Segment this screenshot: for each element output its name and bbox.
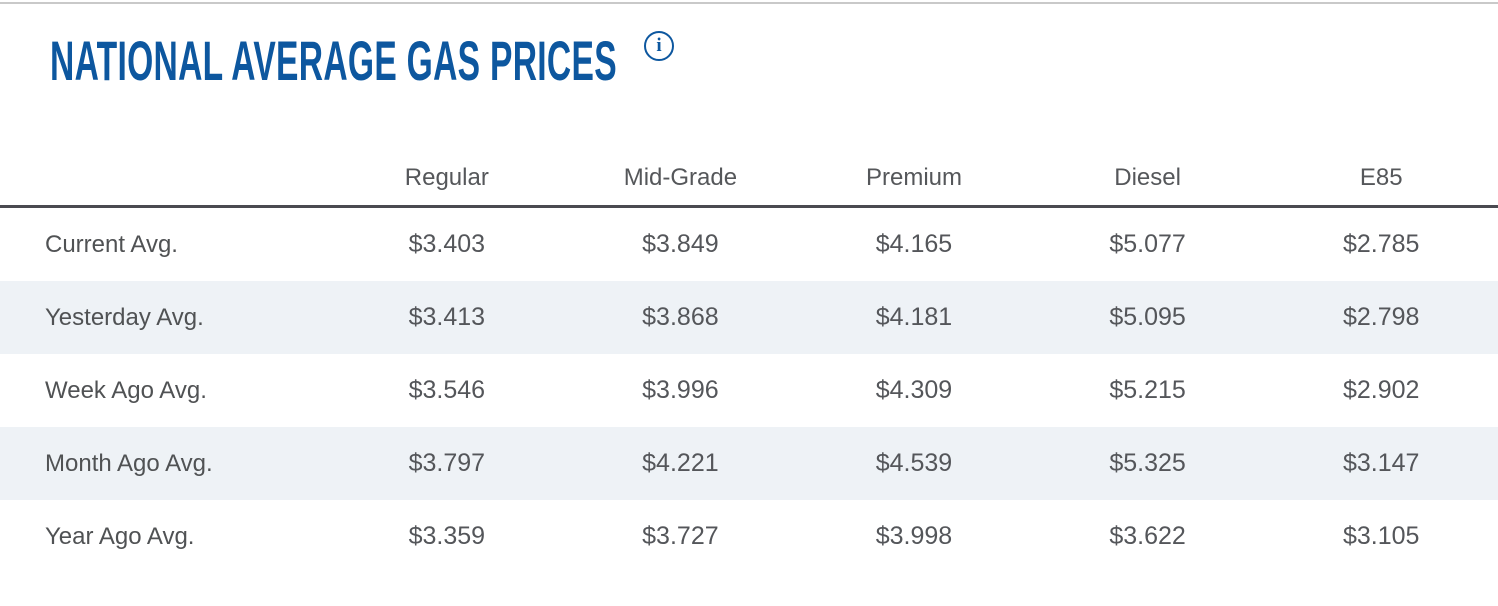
price-cell: $2.785 <box>1342 230 1420 258</box>
row-label: Current Avg. <box>45 230 178 258</box>
column-header-diesel: Diesel <box>1114 163 1181 191</box>
price-cell: $2.798 <box>1342 303 1420 331</box>
row-label: Yesterday Avg. <box>45 303 204 331</box>
price-cell: $4.221 <box>642 449 719 477</box>
price-cell: $2.902 <box>1342 376 1420 404</box>
price-cell: $3.147 <box>1342 449 1420 477</box>
price-cell: $5.077 <box>1109 230 1186 258</box>
price-cell: $4.309 <box>875 376 953 404</box>
price-cell: $5.095 <box>1109 303 1186 331</box>
price-cell: $3.868 <box>642 303 719 331</box>
row-label: Week Ago Avg. <box>45 376 207 404</box>
price-cell: $3.996 <box>642 376 719 404</box>
price-cell: $3.797 <box>408 449 486 477</box>
price-cell: $3.998 <box>875 522 953 550</box>
column-header-premium: Premium <box>865 163 962 191</box>
price-cell: $3.727 <box>642 522 719 550</box>
price-cell: $5.325 <box>1109 449 1186 477</box>
price-cell: $3.546 <box>408 376 486 404</box>
table-row: Year Ago Avg. $3.359 $3.727 $3.998 $3.622 $3.… <box>0 500 1498 573</box>
table-row: Yesterday Avg. $3.413 $3.868 $4.181 $5.095 $2… <box>0 281 1498 354</box>
price-cell: $5.215 <box>1109 376 1186 404</box>
row-label: Year Ago Avg. <box>45 522 195 550</box>
table-header-row: Regular Mid-Grade Premium Diesel E85 <box>0 150 1498 208</box>
table-row: Month Ago Avg. $3.797 $4.221 $4.539 $5.325 $3… <box>0 427 1498 500</box>
table-row: Week Ago Avg. $3.546 $3.996 $4.309 $5.215 $2.… <box>0 354 1498 427</box>
column-header-mid-grade: Mid-Grade <box>623 163 738 191</box>
row-label: Month Ago Avg. <box>45 449 213 477</box>
price-cell: $4.539 <box>875 449 953 477</box>
page-title: NATIONAL AVERAGE GAS PRICES <box>50 29 617 92</box>
info-icon[interactable]: i <box>644 31 674 61</box>
top-divider <box>0 2 1498 4</box>
price-cell: $3.105 <box>1342 522 1420 550</box>
price-cell: $3.403 <box>408 230 486 258</box>
table-row: Current Avg. $3.403 $3.849 $4.165 $5.077 $2.7… <box>0 208 1498 281</box>
price-cell: $4.181 <box>875 303 953 331</box>
info-icon-glyph: i <box>656 34 662 56</box>
price-cell: $4.165 <box>875 230 953 258</box>
price-cell: $3.622 <box>1109 522 1186 550</box>
price-cell: $3.413 <box>408 303 486 331</box>
table-body: Current Avg. $3.403 $3.849 $4.165 $5.077 $2.7… <box>0 208 1498 573</box>
price-cell: $3.359 <box>408 522 486 550</box>
column-header-e85: E85 <box>1359 163 1403 191</box>
gas-prices-table: Regular Mid-Grade Premium Diesel E85 Current… <box>0 150 1498 573</box>
column-header-regular: Regular <box>404 163 489 191</box>
price-cell: $3.849 <box>642 230 719 258</box>
